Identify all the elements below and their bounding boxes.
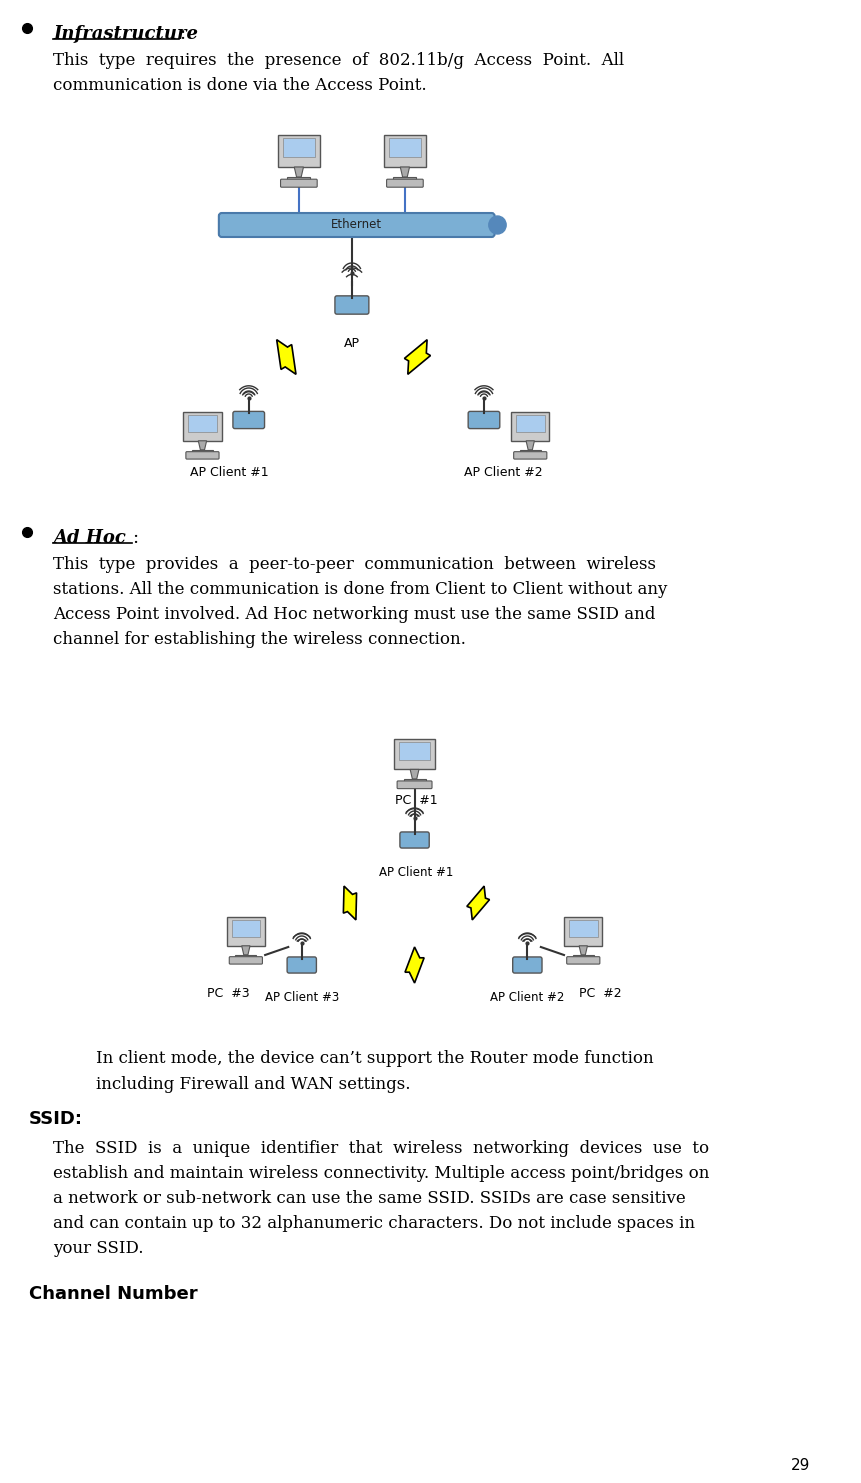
Text: AP Client #2: AP Client #2 [463, 466, 542, 479]
Text: This  type  requires  the  presence  of  802.11b/g  Access  Point.  All: This type requires the presence of 802.1… [53, 52, 623, 70]
Text: :: : [179, 25, 185, 43]
Text: including Firewall and WAN settings.: including Firewall and WAN settings. [96, 1077, 411, 1093]
FancyBboxPatch shape [219, 214, 494, 237]
FancyBboxPatch shape [573, 955, 593, 958]
Polygon shape [400, 168, 409, 176]
FancyBboxPatch shape [183, 412, 221, 440]
Polygon shape [404, 340, 430, 374]
Polygon shape [410, 770, 418, 779]
Text: AP Client #2: AP Client #2 [490, 991, 564, 1004]
Polygon shape [276, 340, 295, 374]
Text: PC  #3: PC #3 [207, 988, 250, 1000]
FancyBboxPatch shape [235, 955, 256, 958]
Text: AP Client #1: AP Client #1 [190, 466, 269, 479]
Text: Ad Hoc: Ad Hoc [53, 529, 126, 547]
FancyBboxPatch shape [403, 779, 425, 782]
FancyBboxPatch shape [394, 739, 434, 770]
Polygon shape [525, 440, 534, 449]
Polygon shape [241, 946, 250, 955]
FancyBboxPatch shape [192, 449, 213, 452]
Text: Infrastructure: Infrastructure [53, 25, 198, 43]
FancyBboxPatch shape [229, 957, 262, 964]
FancyBboxPatch shape [400, 832, 429, 848]
FancyBboxPatch shape [232, 411, 264, 429]
Text: a network or sub-network can use the same SSID. SSIDs are case sensitive: a network or sub-network can use the sam… [53, 1189, 685, 1207]
Text: AP: AP [344, 337, 360, 350]
Text: 29: 29 [790, 1458, 809, 1473]
Text: In client mode, the device can’t support the Router mode function: In client mode, the device can’t support… [96, 1050, 653, 1066]
Polygon shape [405, 948, 424, 983]
FancyBboxPatch shape [511, 412, 548, 440]
FancyBboxPatch shape [393, 176, 416, 181]
FancyBboxPatch shape [516, 415, 544, 432]
FancyBboxPatch shape [566, 957, 599, 964]
Text: The  SSID  is  a  unique  identifier  that  wireless  networking  devices  use  : The SSID is a unique identifier that wir… [53, 1140, 709, 1157]
FancyBboxPatch shape [386, 179, 423, 187]
FancyBboxPatch shape [513, 452, 546, 460]
Text: This  type  provides  a  peer-to-peer  communication  between  wireless: This type provides a peer-to-peer commun… [53, 556, 655, 572]
Polygon shape [467, 885, 489, 919]
Text: AP Client #1: AP Client #1 [379, 866, 453, 879]
FancyBboxPatch shape [282, 138, 314, 157]
FancyBboxPatch shape [468, 411, 499, 429]
FancyBboxPatch shape [397, 782, 431, 789]
Text: your SSID.: your SSID. [53, 1240, 144, 1258]
Polygon shape [294, 168, 303, 176]
FancyBboxPatch shape [335, 295, 369, 314]
FancyBboxPatch shape [519, 449, 540, 452]
Polygon shape [198, 440, 207, 449]
Text: channel for establishing the wireless connection.: channel for establishing the wireless co… [53, 630, 465, 648]
Text: PC  #1: PC #1 [394, 793, 437, 807]
Text: Channel Number: Channel Number [29, 1284, 197, 1304]
Text: :: : [132, 529, 138, 547]
Text: stations. All the communication is done from Client to Client without any: stations. All the communication is done … [53, 581, 666, 598]
Text: Access Point involved. Ad Hoc networking must use the same SSID and: Access Point involved. Ad Hoc networking… [53, 607, 654, 623]
Text: PC  #2: PC #2 [579, 988, 622, 1000]
FancyBboxPatch shape [226, 916, 264, 946]
Text: establish and maintain wireless connectivity. Multiple access point/bridges on: establish and maintain wireless connecti… [53, 1166, 709, 1182]
FancyBboxPatch shape [186, 452, 219, 460]
Text: SSID:: SSID: [29, 1109, 83, 1129]
FancyBboxPatch shape [277, 135, 319, 168]
FancyBboxPatch shape [280, 179, 317, 187]
Polygon shape [579, 946, 586, 955]
FancyBboxPatch shape [388, 138, 420, 157]
Text: and can contain up to 32 alphanumeric characters. Do not include spaces in: and can contain up to 32 alphanumeric ch… [53, 1215, 694, 1232]
FancyBboxPatch shape [232, 919, 260, 937]
FancyBboxPatch shape [383, 135, 425, 168]
FancyBboxPatch shape [287, 957, 316, 973]
Polygon shape [343, 885, 356, 919]
FancyBboxPatch shape [287, 176, 310, 181]
Text: communication is done via the Access Point.: communication is done via the Access Poi… [53, 77, 426, 93]
Text: Ethernet: Ethernet [331, 218, 381, 231]
FancyBboxPatch shape [512, 957, 542, 973]
Circle shape [488, 217, 505, 234]
Text: AP Client #3: AP Client #3 [264, 991, 338, 1004]
FancyBboxPatch shape [568, 919, 597, 937]
FancyBboxPatch shape [188, 415, 216, 432]
FancyBboxPatch shape [564, 916, 602, 946]
FancyBboxPatch shape [399, 742, 429, 761]
